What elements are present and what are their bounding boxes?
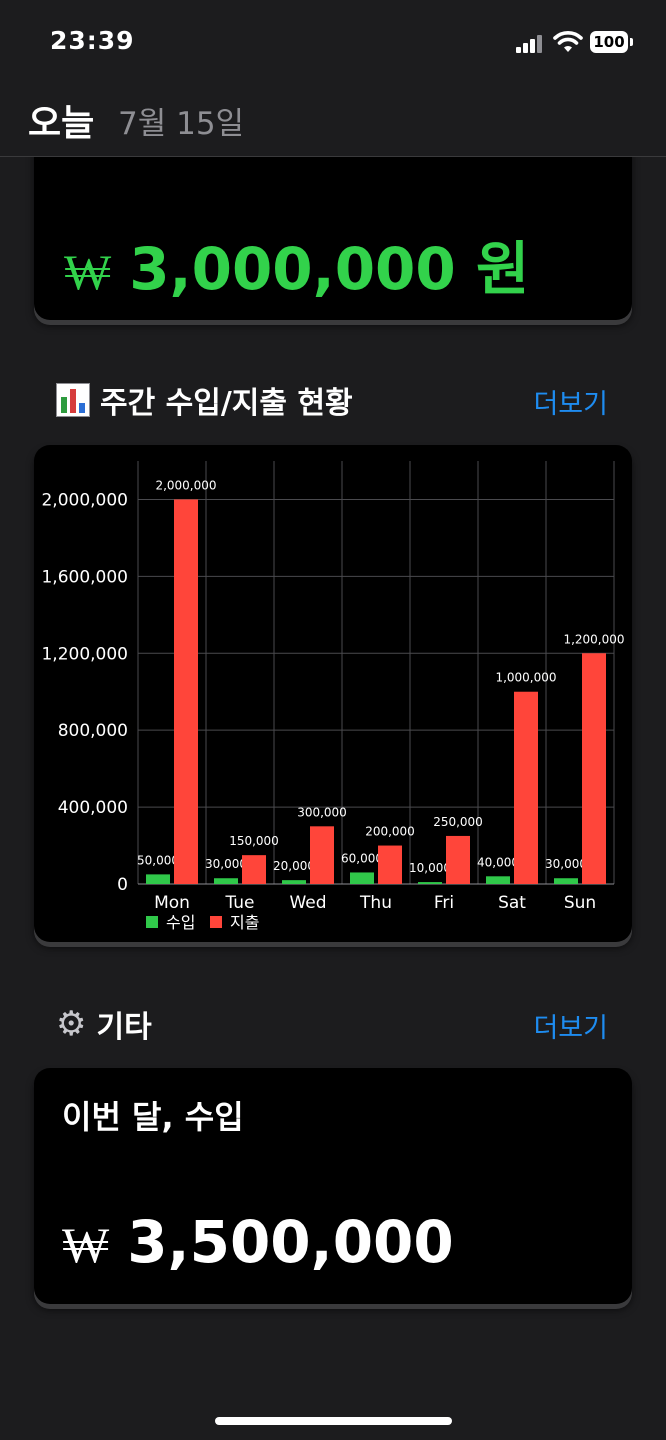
y-tick-label: 400,000 <box>58 798 128 818</box>
today-amount-value: 3,000,000 원 <box>129 235 530 303</box>
today-amount: ₩3,000,000 원 <box>64 222 529 306</box>
y-tick-label: 0 <box>117 875 128 895</box>
weekly-more-button[interactable]: 더보기 <box>533 389 608 420</box>
data-label-expense: 2,000,000 <box>155 478 216 492</box>
data-label-income: 20,000 <box>273 859 315 873</box>
monthly-income-value: 3,500,000 <box>127 1208 454 1276</box>
status-bar: 23:39 100 <box>0 0 666 84</box>
bar-income <box>282 880 306 884</box>
data-label-income: 30,000 <box>205 857 247 871</box>
bar-expense <box>378 845 402 884</box>
weekly-section-title: 주간 수입/지출 현황 <box>56 378 353 422</box>
weekly-bar-chart: 0 400,000 800,000 1,200,000 1,600,000 2,000,0… <box>41 461 625 932</box>
battery-icon: 100 <box>590 31 628 53</box>
bar-income <box>350 872 374 884</box>
legend-label-expense: 지출 <box>230 913 259 932</box>
weekly-chart-card: 0 400,000 800,000 1,200,000 1,600,000 2,000,0… <box>34 445 632 942</box>
data-label-income: 30,000 <box>545 857 587 871</box>
won-symbol: ₩ <box>62 1216 110 1274</box>
x-tick-label: Mon <box>154 893 190 913</box>
data-label-expense: 1,000,000 <box>495 671 556 685</box>
other-section-title: ⚙ 기타 <box>56 1002 152 1046</box>
y-tick-label: 1,200,000 <box>41 644 128 664</box>
other-section-label: 기타 <box>96 1010 152 1045</box>
today-balance-card[interactable]: ₩3,000,000 원 <box>34 130 632 320</box>
bar-expense <box>446 835 470 884</box>
x-tick-label: Tue <box>224 893 254 913</box>
x-tick-label: Sat <box>498 893 526 913</box>
y-tick-label: 800,000 <box>58 721 128 741</box>
status-time: 23:39 <box>50 26 135 55</box>
x-tick-label: Sun <box>564 893 596 913</box>
y-tick-label: 2,000,000 <box>41 490 128 510</box>
bar-income <box>418 882 442 884</box>
page-title: 오늘 <box>28 103 95 144</box>
data-label-expense: 200,000 <box>365 825 415 839</box>
weekly-section-header: 주간 수입/지출 현황 더보기 <box>56 378 616 422</box>
other-more-button[interactable]: 더보기 <box>533 1013 608 1044</box>
page-date: 7월 15일 <box>118 106 245 142</box>
monthly-income-card[interactable]: 이번 달, 수입 ₩3,500,000 <box>34 1068 632 1304</box>
data-label-income: 10,000 <box>409 861 451 875</box>
legend-swatch-expense <box>210 916 222 928</box>
navigation-bar: 오늘 7월 15일 <box>0 84 666 157</box>
bar-expense <box>514 691 538 884</box>
bar-expense <box>582 653 606 884</box>
wifi-icon <box>553 31 583 52</box>
bar-expense <box>310 826 334 884</box>
data-label-expense: 250,000 <box>433 815 483 829</box>
bar-income <box>214 878 238 884</box>
data-label-income: 40,000 <box>477 855 519 869</box>
home-indicator[interactable] <box>215 1417 452 1425</box>
cellular-signal-icon <box>516 33 546 53</box>
gear-icon: ⚙ <box>56 1004 87 1044</box>
x-tick-label: Fri <box>434 893 454 913</box>
won-symbol: ₩ <box>64 243 112 301</box>
bar-income <box>146 874 170 884</box>
battery-nub <box>630 38 633 46</box>
data-label-expense: 1,200,000 <box>563 632 624 646</box>
monthly-income-amount: ₩3,500,000 <box>62 1208 454 1276</box>
other-section-header: ⚙ 기타 더보기 <box>56 1002 616 1046</box>
bar-expense <box>174 499 198 884</box>
bar-expense <box>242 855 266 884</box>
data-label-income: 60,000 <box>341 851 383 865</box>
data-label-expense: 150,000 <box>229 834 279 848</box>
y-tick-label: 1,600,000 <box>41 567 128 587</box>
bar-chart-icon <box>56 383 90 417</box>
bar-income <box>554 878 578 884</box>
weekly-section-label: 주간 수입/지출 현황 <box>100 386 353 421</box>
legend-swatch-income <box>146 916 158 928</box>
x-tick-label: Thu <box>359 893 392 913</box>
monthly-income-title: 이번 달, 수입 <box>62 1098 244 1136</box>
x-tick-label: Wed <box>289 893 326 913</box>
data-label-income: 50,000 <box>137 853 179 867</box>
data-label-expense: 300,000 <box>297 805 347 819</box>
bar-income <box>486 876 510 884</box>
legend-label-income: 수입 <box>166 913 195 932</box>
